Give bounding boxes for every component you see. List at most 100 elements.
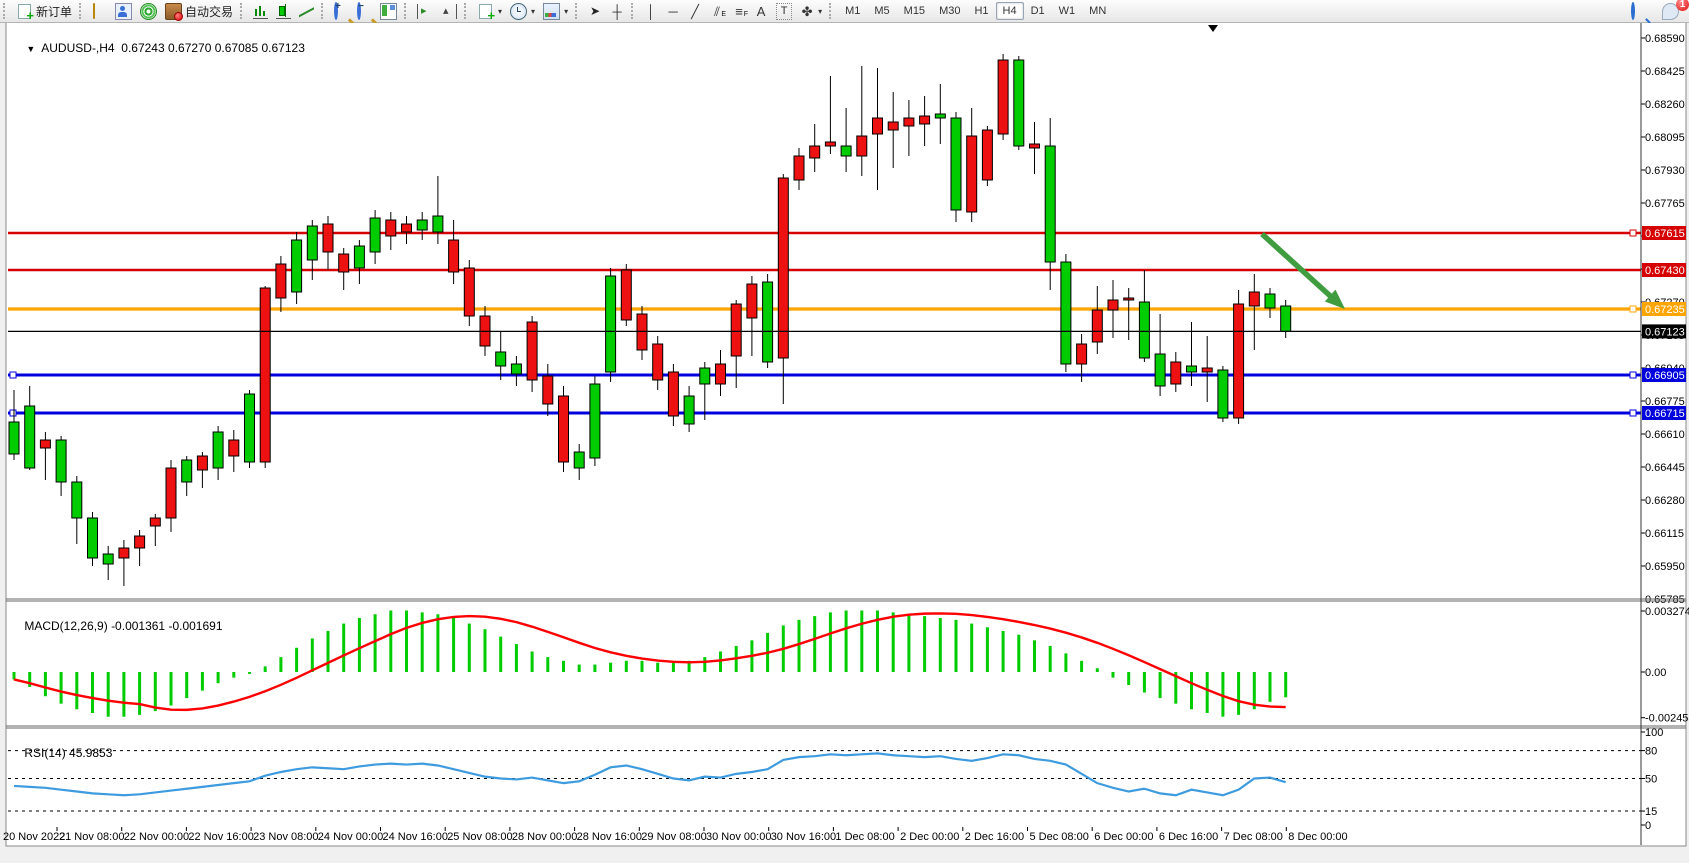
search-icon [1631,1,1635,20]
candle [981,129,993,181]
time-label: 24 Nov 16:00 [383,831,448,843]
zoom-in-button[interactable]: + [330,1,353,20]
annotation-arrow-shaft[interactable] [1260,231,1340,306]
zoom-out-button[interactable]: − [353,1,376,20]
time-label: 2 Dec 00:00 [900,831,959,843]
time-label: 2 Dec 16:00 [965,831,1024,843]
timeframe-D1[interactable]: D1 [1030,5,1045,17]
crosshair-button[interactable]: ┼ [606,2,628,20]
macd-signal-value: -0.001691 [168,619,223,633]
ohlc-close: 0.67123 [261,41,305,55]
fibonacci-icon: ≡ [732,4,748,22]
trendline-icon: ╱ [691,3,699,19]
new-order-button[interactable]: 新订单 [12,2,76,23]
chart-shift-icon [441,3,458,19]
candle [652,343,664,381]
timeframe-M30[interactable]: M30 [939,5,961,17]
cursor-button[interactable]: ➤ [584,2,606,20]
periods-button[interactable]: ▾ [506,2,539,20]
timeframe-W1[interactable]: W1 [1058,5,1076,17]
timeframe-H4[interactable]: H4 [995,2,1024,20]
candle [824,141,836,147]
candle [903,117,915,127]
time-label: 21 Nov 08:00 [59,831,124,843]
label-icon: T [776,2,793,20]
line-handle[interactable] [9,371,17,379]
line-handle[interactable] [9,409,17,417]
candle [228,439,240,457]
candle [1154,353,1166,387]
auto-scroll-icon [417,3,433,19]
signals-button[interactable] [136,2,161,20]
time-label: 1 Dec 08:00 [835,831,894,843]
line-handle[interactable] [1629,229,1637,237]
line-handle[interactable] [1629,305,1637,313]
candle [620,269,632,321]
timeframe-MN[interactable]: MN [1089,5,1107,17]
current-price-box [1642,324,1686,339]
rsi-tick-label: 50 [1645,774,1657,786]
toolbar-grip [464,3,470,19]
vline-button[interactable]: │ [640,2,662,20]
toolbar-grip [321,3,327,19]
autotrading-icon [165,2,184,21]
candle [1264,293,1276,309]
candle [463,267,475,317]
price-tick-label: 0.66610 [1645,429,1685,441]
line-handle[interactable] [1629,371,1637,379]
hline-button[interactable]: ─ [662,2,684,20]
line-handle[interactable] [1629,409,1637,417]
level-price-label: 0.66905 [1645,370,1685,382]
indicators-icon [479,3,495,23]
notifications-button[interactable]: 1 [1658,0,1689,20]
autotrading-button[interactable]: 自动交易 [161,2,237,21]
annotation-arrow-head[interactable] [1324,289,1345,309]
chart-shift-button[interactable] [437,2,461,20]
community-button[interactable] [111,2,136,20]
chart-dropdown-icon[interactable]: ▼ [26,44,36,54]
candle [165,467,177,519]
timeframe-group: M1 M5 M15 M30 H1 H4 D1 W1 MN [838,2,1113,20]
rsi-tick-label: 80 [1645,746,1657,758]
fibonacci-button[interactable]: ≡ [728,2,750,22]
candle [777,177,789,359]
time-label: 30 Nov 16:00 [771,831,836,843]
text-button[interactable]: A [750,2,772,20]
shapes-button[interactable]: ✤ ▾ [801,3,823,19]
metaeditor-button[interactable] [88,2,111,20]
tile-windows-button[interactable] [376,2,401,20]
indicators-button[interactable]: ▾ [473,2,506,23]
candle [856,135,868,157]
candlestick-button[interactable] [272,2,295,20]
timeframe-H1[interactable]: H1 [974,5,989,17]
timeframe-M15[interactable]: M15 [903,5,926,17]
autotrading-label: 自动交易 [185,4,234,19]
time-label: 8 Dec 00:00 [1288,831,1347,843]
label-button[interactable]: T [772,2,796,20]
line-chart-button[interactable] [295,2,318,20]
auto-scroll-button[interactable] [413,2,437,20]
candle [1186,365,1197,373]
candle [1091,309,1103,343]
chart-window[interactable]: 0.68590 0.68425 0.68260 0.68095 0.67930 0.677… [0,21,1689,858]
candle [196,455,208,471]
candlestick-icon [276,3,292,19]
bar-chart-button[interactable] [249,2,272,20]
trendline-button[interactable]: ╱ [684,2,706,20]
candle [667,371,679,417]
templates-button[interactable]: ▾ [539,2,572,20]
candle [432,215,444,233]
time-label: 23 Nov 08:00 [253,831,318,843]
price-tick-label: 0.68590 [1645,33,1685,45]
timeframe-M5[interactable]: M5 [874,5,890,17]
chart-shift-marker[interactable] [1208,25,1218,32]
search-button[interactable] [1627,1,1650,20]
candle [1248,291,1260,307]
candle [872,117,883,135]
chart-canvas[interactable]: 0.68590 0.68425 0.68260 0.68095 0.67930 0.677… [0,21,1689,858]
candle [1170,361,1182,385]
timeframe-M1[interactable]: M1 [845,5,861,17]
candle [542,375,554,405]
channel-button[interactable]: ⫽ [706,2,728,22]
candle [212,431,224,469]
